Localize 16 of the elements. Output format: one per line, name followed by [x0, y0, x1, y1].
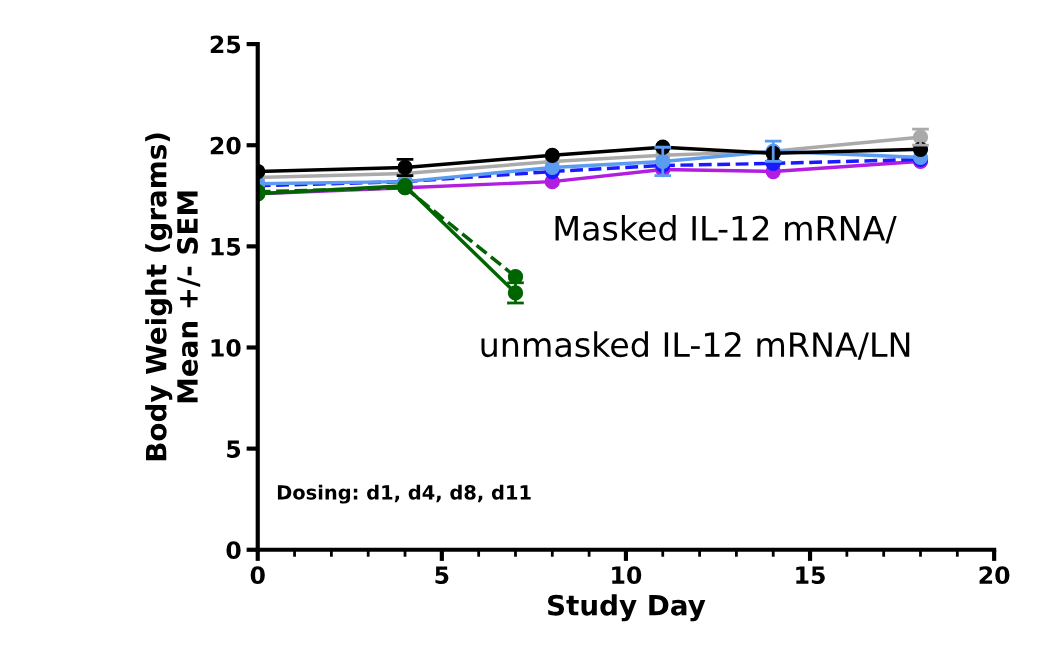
y-tick-label: 5	[227, 440, 241, 458]
annotation: Dosing: d1, d4, d8, d11	[277, 484, 531, 504]
x-tick-label: 5	[435, 566, 449, 585]
x-tick-label: 15	[796, 566, 825, 585]
annotation: Masked IL-12 mRNA/	[555, 215, 897, 244]
y-tick-label: 25	[210, 35, 241, 54]
y-tick-label: 10	[211, 338, 241, 357]
x-tick-label: 20	[979, 566, 1010, 585]
x-tick-label: 0	[250, 566, 265, 585]
y-tick-label: 15	[211, 238, 241, 256]
x-tick-label: 10	[612, 566, 642, 585]
x-axis-title: Study Day	[548, 594, 706, 622]
y-axis-title: Body Weight (grams) Mean +/- SEM	[145, 133, 201, 461]
y-tick-label: 20	[210, 136, 241, 155]
y-tick-label: 0	[226, 541, 241, 560]
annotation: unmasked IL-12 mRNA/LN	[481, 331, 910, 360]
